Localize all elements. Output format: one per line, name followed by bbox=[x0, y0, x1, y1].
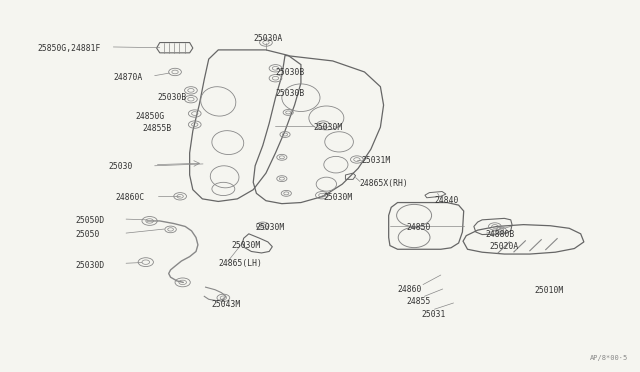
Text: 25030B: 25030B bbox=[275, 89, 305, 98]
Text: AP/8*00·5: AP/8*00·5 bbox=[590, 355, 628, 361]
Text: 25030M: 25030M bbox=[323, 193, 353, 202]
Text: 24880B: 24880B bbox=[485, 230, 515, 239]
Text: 25030B: 25030B bbox=[158, 93, 187, 102]
Text: 25050D: 25050D bbox=[76, 217, 104, 225]
Text: 24865(LH): 24865(LH) bbox=[218, 259, 262, 268]
Text: 25030M: 25030M bbox=[231, 241, 260, 250]
Text: 24870A: 24870A bbox=[113, 73, 143, 82]
Text: 25030A: 25030A bbox=[253, 34, 282, 44]
Text: 25030B: 25030B bbox=[275, 68, 305, 77]
Text: 25030M: 25030M bbox=[314, 124, 343, 132]
Text: 24860C: 24860C bbox=[115, 193, 145, 202]
Text: 24850G: 24850G bbox=[136, 112, 165, 121]
Text: 25050: 25050 bbox=[76, 230, 100, 239]
Text: 24865X(RH): 24865X(RH) bbox=[360, 179, 408, 187]
Text: 25031M: 25031M bbox=[362, 157, 390, 166]
Text: 25020A: 25020A bbox=[490, 242, 519, 251]
Text: 25030M: 25030M bbox=[255, 223, 284, 232]
Text: 24855: 24855 bbox=[406, 297, 431, 307]
Text: 24850: 24850 bbox=[406, 223, 431, 232]
Text: 25850G,24881F: 25850G,24881F bbox=[37, 44, 100, 52]
Text: 25030D: 25030D bbox=[76, 260, 104, 270]
Text: 25031: 25031 bbox=[422, 310, 446, 318]
Text: 25043M: 25043M bbox=[212, 300, 241, 309]
Text: 24860: 24860 bbox=[397, 285, 422, 294]
Text: 24840: 24840 bbox=[435, 196, 459, 205]
Text: 25030: 25030 bbox=[109, 162, 133, 171]
Text: 25010M: 25010M bbox=[535, 286, 564, 295]
Text: 24855B: 24855B bbox=[142, 124, 172, 133]
